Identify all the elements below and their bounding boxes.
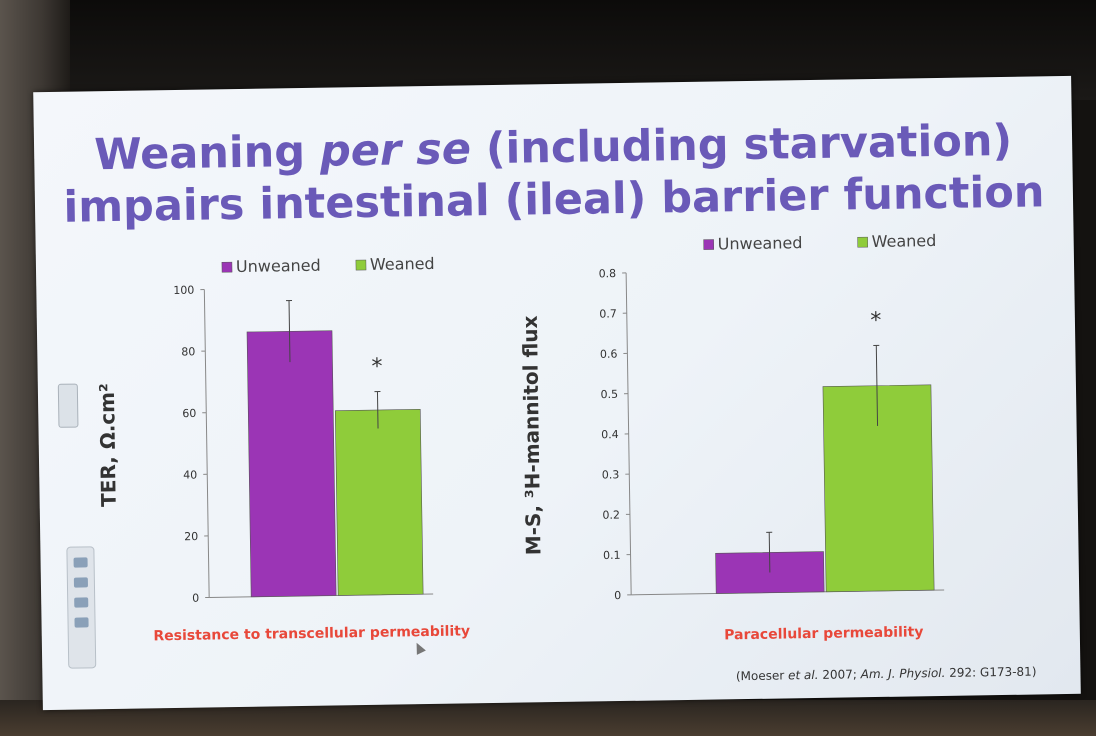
slide-nav-tab[interactable]	[57, 383, 79, 428]
legend-label: Weaned	[370, 254, 435, 274]
error-bar	[875, 345, 879, 426]
y-tick-label: 0.4	[601, 428, 619, 441]
citation-a: (Moeser	[735, 668, 789, 684]
y-tick-label: 0.2	[602, 509, 620, 522]
bar	[246, 330, 337, 598]
y-axis-label: TER, Ω.cm²	[95, 383, 121, 507]
y-axis-line	[203, 289, 210, 598]
legend-label: Weaned	[872, 231, 937, 251]
presentation-slide: Weaning per se (including starvation) im…	[33, 75, 1081, 711]
citation-b: 2007;	[818, 667, 861, 682]
citation-c: 292: G173-81)	[945, 664, 1037, 680]
y-tick-label: 0.3	[602, 468, 620, 481]
legend-label: Unweaned	[236, 256, 321, 276]
y-tick-label: 0	[614, 589, 621, 602]
y-tick-label: 20	[184, 530, 198, 543]
y-tick-label: 0.5	[600, 388, 618, 401]
legend-swatch	[703, 239, 715, 250]
y-tick-label: 0.6	[600, 348, 618, 361]
significance-marker: *	[371, 354, 382, 379]
bar	[822, 384, 935, 593]
legend-swatch	[221, 261, 233, 273]
bar	[334, 409, 424, 596]
y-tick-label: 80	[181, 345, 195, 358]
citation-em: et al.	[787, 667, 819, 683]
x-axis-caption: Paracellular permeability	[724, 624, 923, 643]
legend-label: Unweaned	[718, 233, 803, 253]
y-tick-label: 0.8	[599, 267, 617, 280]
toolbar-icon[interactable]	[73, 577, 88, 588]
legend-swatch	[355, 259, 367, 271]
toolbar-icon[interactable]	[73, 557, 88, 568]
charts-area: 0 20 40 60 80 100 * Unweaned Weaned TER, Ω.cm² Res…	[95, 231, 945, 644]
error-bar	[768, 532, 771, 573]
significance-marker: *	[870, 308, 881, 333]
y-tick-label: 0.1	[603, 549, 621, 562]
toolbar-icon[interactable]	[74, 597, 89, 608]
y-tick-label: 0	[192, 592, 199, 605]
citation-em2: Am. J. Physiol.	[860, 665, 946, 682]
error-bar	[376, 391, 379, 429]
y-tick-label: 0.7	[599, 307, 617, 320]
x-axis-caption: Resistance to transcellular permeability	[153, 623, 470, 644]
y-tick-label: 100	[173, 284, 194, 297]
y-axis-label: M-S, ³H-mannitol flux	[518, 315, 546, 555]
y-tick-label: 60	[182, 407, 196, 420]
toolbar-icon[interactable]	[74, 617, 89, 628]
y-tick-label: 40	[183, 468, 197, 481]
presenter-toolbar[interactable]	[66, 546, 97, 669]
error-bar	[288, 300, 291, 363]
legend-swatch	[857, 236, 869, 248]
